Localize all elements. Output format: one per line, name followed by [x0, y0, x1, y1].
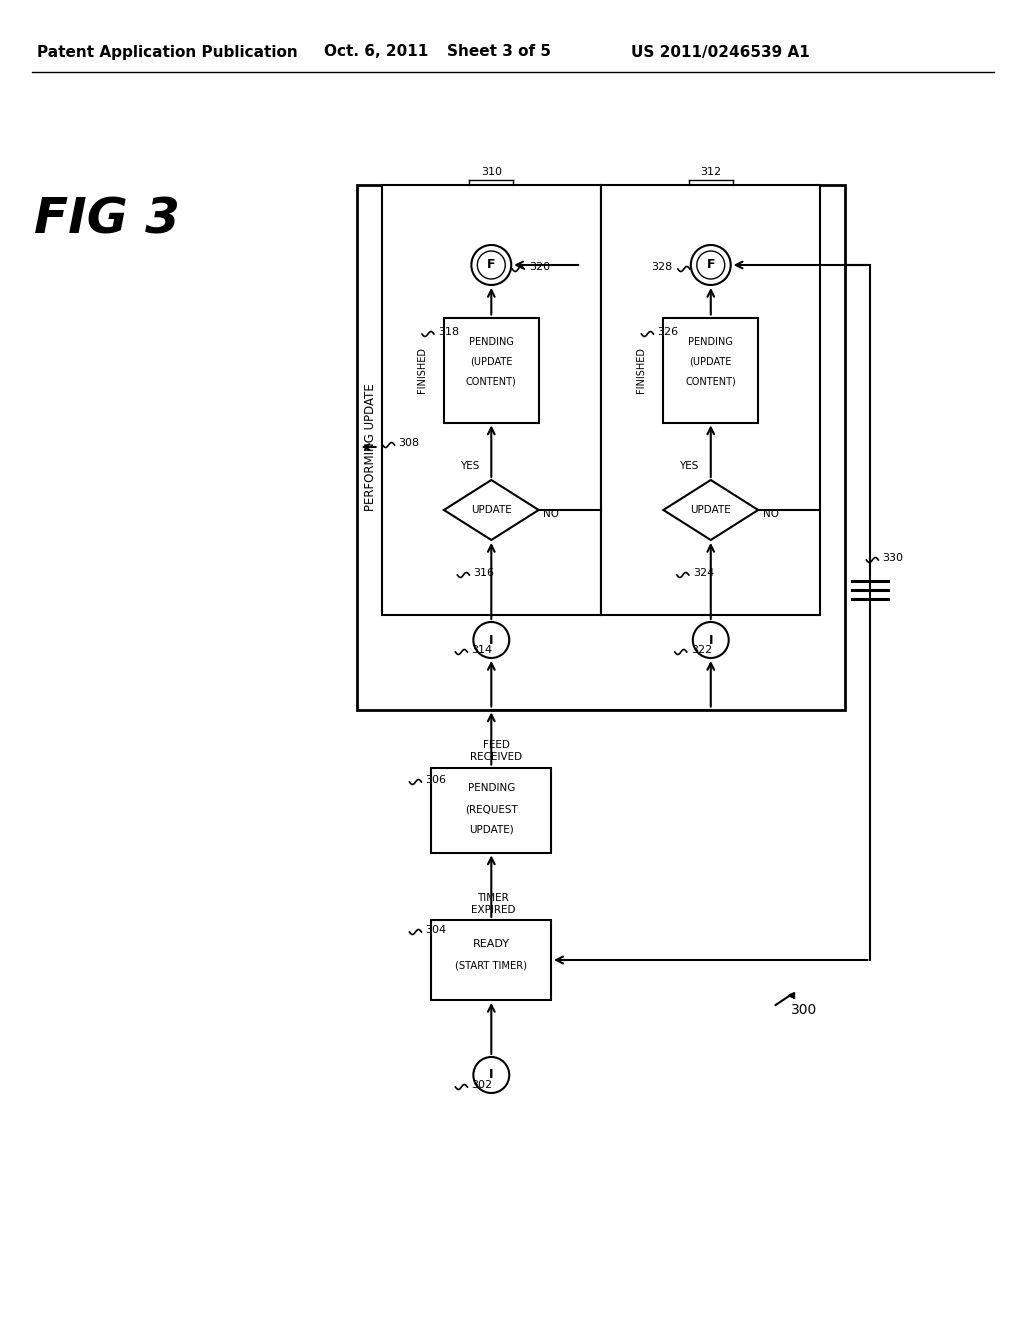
Text: 328: 328 — [651, 261, 673, 272]
Text: 310: 310 — [481, 168, 502, 177]
Text: READY: READY — [473, 939, 510, 949]
Text: US 2011/0246539 A1: US 2011/0246539 A1 — [632, 45, 810, 59]
Text: RECEIVED: RECEIVED — [470, 752, 522, 763]
Circle shape — [693, 622, 729, 657]
Text: (UPDATE: (UPDATE — [470, 356, 512, 367]
Text: PENDING: PENDING — [688, 337, 733, 347]
Text: 320: 320 — [529, 261, 550, 272]
Bar — [664, 318, 758, 422]
Text: I: I — [489, 634, 494, 647]
Text: UPDATE): UPDATE) — [469, 825, 514, 836]
Text: UPDATE: UPDATE — [690, 506, 731, 515]
Polygon shape — [664, 480, 758, 540]
Text: I: I — [709, 634, 713, 647]
Bar — [444, 318, 539, 422]
Text: Oct. 6, 2011: Oct. 6, 2011 — [325, 45, 429, 59]
Text: 316: 316 — [473, 568, 495, 578]
Bar — [431, 920, 551, 1001]
Text: PENDING: PENDING — [468, 783, 515, 793]
Text: TIMER: TIMER — [477, 894, 509, 903]
Text: 300: 300 — [791, 1003, 817, 1016]
Text: NO: NO — [543, 510, 559, 519]
Text: FINISHED: FINISHED — [417, 347, 427, 393]
Text: F: F — [487, 259, 496, 272]
Bar — [382, 185, 601, 615]
Text: (REQUEST: (REQUEST — [465, 805, 518, 814]
Text: 318: 318 — [438, 327, 459, 337]
Circle shape — [473, 622, 509, 657]
Text: UPDATE: UPDATE — [471, 506, 512, 515]
Text: F: F — [707, 259, 715, 272]
Circle shape — [696, 251, 725, 279]
Text: 304: 304 — [425, 925, 446, 935]
Text: 314: 314 — [471, 645, 493, 655]
Text: 306: 306 — [425, 775, 446, 785]
Circle shape — [473, 1057, 509, 1093]
Text: YES: YES — [460, 461, 479, 471]
Text: 302: 302 — [471, 1080, 493, 1090]
Circle shape — [477, 251, 505, 279]
Text: PENDING: PENDING — [469, 337, 514, 347]
Bar — [601, 185, 820, 615]
Text: CONTENT): CONTENT) — [466, 378, 517, 387]
Text: YES: YES — [679, 461, 698, 471]
Text: Sheet 3 of 5: Sheet 3 of 5 — [447, 45, 551, 59]
Circle shape — [471, 246, 511, 285]
Text: Patent Application Publication: Patent Application Publication — [37, 45, 298, 59]
Text: EXPIRED: EXPIRED — [471, 906, 515, 915]
Text: 312: 312 — [700, 168, 721, 177]
Text: 330: 330 — [883, 553, 903, 564]
Text: PERFORMING UPDATE: PERFORMING UPDATE — [365, 383, 377, 511]
Polygon shape — [444, 480, 539, 540]
Text: 326: 326 — [657, 327, 679, 337]
Text: FINISHED: FINISHED — [637, 347, 646, 393]
Circle shape — [691, 246, 731, 285]
Text: FIG 3: FIG 3 — [35, 195, 180, 244]
Text: 322: 322 — [691, 645, 712, 655]
Text: FEED: FEED — [483, 741, 510, 751]
Text: CONTENT): CONTENT) — [685, 378, 736, 387]
Bar — [431, 767, 551, 853]
Text: (START TIMER): (START TIMER) — [456, 961, 527, 972]
Text: 324: 324 — [693, 568, 714, 578]
Text: 308: 308 — [398, 438, 420, 447]
Text: I: I — [489, 1068, 494, 1081]
Bar — [356, 185, 846, 710]
Text: (UPDATE: (UPDATE — [689, 356, 732, 367]
Text: NO: NO — [763, 510, 778, 519]
